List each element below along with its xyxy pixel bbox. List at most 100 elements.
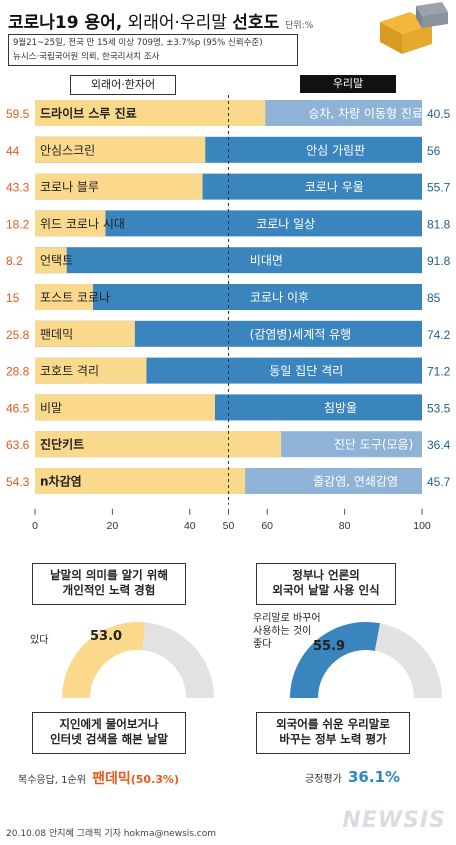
- foreign-value-label: 18.2: [6, 217, 30, 231]
- foreign-bar: [35, 247, 67, 274]
- korean-value-label: 74.2: [427, 328, 451, 342]
- korean-value-label: 91.8: [427, 254, 451, 268]
- legend-foreign: 외래어·한자어: [70, 75, 176, 95]
- left-result-box: 지인에게 물어보거나 인터넷 검색을 해본 낱말: [32, 712, 186, 754]
- right-question-line2: 외국어 낱말 사용 인식: [272, 583, 380, 597]
- survey-info-line2: 뉴시스·국립국어원 의뢰, 한국리서치 조사: [13, 52, 160, 62]
- foreign-value-label: 28.8: [6, 365, 30, 379]
- foreign-value-label: 59.5: [6, 107, 30, 121]
- foreign-bar: [35, 284, 94, 310]
- korean-value-label: 53.5: [427, 401, 451, 415]
- foreign-term-label: 안심스크린: [40, 143, 95, 157]
- foreign-bar: [35, 320, 135, 347]
- credit-line: 20.10.08 안지혜 그래픽 기자 hokma@newsis.com: [6, 829, 217, 839]
- foreign-term-label: 드라이브 스루 진료: [40, 106, 137, 121]
- foreign-value-label: 44: [6, 144, 20, 158]
- foreign-bar: [35, 394, 215, 421]
- right-donut-label-line1: 우리말로 바꾸어: [253, 613, 321, 624]
- foreign-value-label: 54.3: [6, 475, 30, 489]
- left-donut-label: 있다: [30, 635, 49, 646]
- korean-term-label: 줄감염, 연쇄감염: [313, 475, 398, 489]
- left-donut-value: 53.0: [90, 629, 123, 644]
- donut-remainder: [142, 622, 214, 698]
- term-preference-chart: 59.5 40.5 드라이브 스루 진료 승차, 차량 이동형 진료 44 56 안심스크린…: [6, 95, 451, 532]
- foreign-term-label: 포스트 코로나: [40, 291, 110, 305]
- foreign-term-label: 코호트 격리: [40, 364, 99, 378]
- korean-value-label: 56: [427, 144, 441, 158]
- korean-value-label: 45.7: [427, 475, 451, 489]
- title-sub: 외래어·우리말: [122, 13, 233, 33]
- foreign-term-label: 팬데믹: [40, 327, 73, 341]
- left-question-box: 낱말의 의미를 알기 위해 개인적인 노력 경험: [32, 563, 186, 605]
- survey-info-line1: 9월21~25일, 전국 만 15세 이상 709명, ±3.7%p (95% …: [13, 38, 263, 48]
- title-main: 코로나19 용어,: [8, 13, 123, 33]
- korean-value-label: 81.8: [427, 217, 451, 231]
- korean-term-label: 코로나 일상: [256, 217, 315, 231]
- korean-term-label: 승차, 차량 이동형 진료: [308, 107, 423, 121]
- right-donut-label-line3: 좋다: [253, 639, 272, 650]
- korean-term-label: 코로나 이후: [250, 291, 309, 305]
- watermark: NEWSIS: [342, 808, 446, 833]
- left-footnote: 복수응답, 1순위 팬데믹(50.3%): [18, 768, 179, 788]
- foreign-term-label: 비말: [40, 401, 62, 415]
- title-end: 선호도: [232, 13, 280, 33]
- right-donut-label-line2: 사용하는 것이: [253, 626, 312, 637]
- left-donut: [62, 622, 214, 698]
- korean-value-label: 40.5: [427, 107, 451, 121]
- x-tick-label: 60: [261, 520, 273, 532]
- left-highlight-pct: (50.3%): [130, 773, 179, 786]
- left-question-line2: 개인적인 노력 경험: [62, 583, 156, 597]
- foreign-term-label: 위드 코로나 시대: [40, 217, 125, 231]
- right-donut-label: 우리말로 바꾸어 사용하는 것이 좋다: [253, 612, 321, 651]
- right-question-box: 정부나 언론의 외국어 낱말 사용 인식: [256, 563, 396, 605]
- right-result-line1: 외국어를 쉬운 우리말로: [276, 717, 390, 731]
- foreign-bar: [35, 173, 203, 200]
- left-question-line1: 낱말의 의미를 알기 위해: [50, 568, 168, 582]
- legend-korean: 우리말: [300, 75, 396, 93]
- donut-value-arc: [290, 622, 381, 698]
- right-question-line1: 정부나 언론의: [292, 568, 360, 582]
- korean-term-label: 코로나 우울: [305, 180, 364, 194]
- foreign-term-label: 진단키트: [40, 437, 84, 452]
- foreign-bar: [35, 468, 246, 494]
- foreign-bar: [35, 210, 106, 237]
- x-tick-label: 0: [32, 520, 38, 532]
- korean-term-label: (감염병)세계적 유행: [250, 326, 352, 341]
- korean-term-label: 진단 도구(모음): [334, 438, 413, 452]
- survey-info-box: 9월21~25일, 전국 만 15세 이상 709명, ±3.7%p (95% …: [8, 34, 298, 66]
- left-footnote-text: 복수응답, 1순위: [18, 775, 86, 786]
- foreign-value-label: 43.3: [6, 181, 30, 195]
- korean-value-label: 36.4: [427, 438, 451, 452]
- x-tick-label: 50: [223, 520, 235, 532]
- foreign-value-label: 46.5: [6, 401, 30, 415]
- x-tick-label: 20: [107, 520, 119, 532]
- x-tick-label: 100: [413, 520, 431, 532]
- left-result-line1: 지인에게 물어보거나: [59, 717, 159, 731]
- right-donut-value: 55.9: [313, 639, 346, 654]
- right-result-line2: 바꾸는 정부 노력 평가: [279, 732, 387, 746]
- foreign-bar: [35, 136, 206, 163]
- foreign-value-label: 63.6: [6, 438, 30, 452]
- left-highlight-term: 팬데믹: [92, 771, 131, 787]
- x-tick-label: 80: [339, 520, 351, 532]
- foreign-value-label: 25.8: [6, 328, 30, 342]
- chart-title: 코로나19 용어, 외래어·우리말 선호도 단위:%: [8, 8, 313, 33]
- foreign-value-label: 15: [6, 291, 20, 305]
- foreign-term-label: 코로나 블루: [40, 180, 99, 194]
- donut-remainder: [374, 623, 442, 698]
- foreign-term-label: n차감염: [40, 474, 82, 489]
- unit-label: 단위:%: [285, 21, 314, 31]
- korean-term-label: 침방울: [324, 401, 357, 415]
- decorative-blocks-icon: [380, 2, 448, 54]
- right-donut: [290, 622, 442, 698]
- foreign-bar: [35, 100, 266, 126]
- foreign-bar: [35, 431, 282, 458]
- right-result-box: 외국어를 쉬운 우리말로 바꾸는 정부 노력 평가: [256, 712, 410, 754]
- foreign-value-label: 8.2: [6, 254, 23, 268]
- donut-value-arc: [62, 622, 146, 698]
- left-result-line2: 인터넷 검색을 해본 낱말: [50, 732, 168, 746]
- korean-value-label: 85: [427, 291, 441, 305]
- korean-term-label: 안심 가림판: [306, 143, 365, 157]
- right-highlight: 36.1%: [348, 768, 401, 786]
- korean-term-label: 동일 집단 격리: [269, 364, 343, 378]
